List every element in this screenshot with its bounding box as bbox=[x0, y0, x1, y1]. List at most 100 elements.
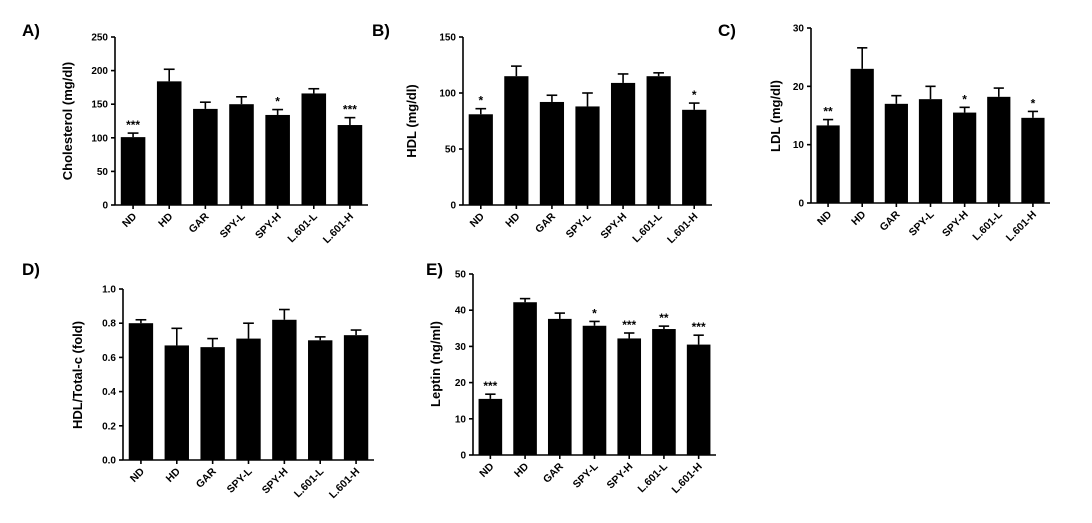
bar-spy-l bbox=[229, 104, 254, 205]
x-category-label: SPY-H bbox=[940, 209, 971, 240]
y-axis-title: HDL (mg/dl) bbox=[404, 84, 419, 157]
x-category-label: L.601-H bbox=[321, 211, 356, 246]
x-category-label: HD bbox=[503, 210, 523, 230]
x-category-label: ND bbox=[128, 465, 148, 485]
bar-hd bbox=[164, 345, 189, 460]
y-tick-label: 0 bbox=[460, 451, 466, 462]
significance-label: * bbox=[275, 95, 280, 109]
x-category-label: HD bbox=[512, 460, 532, 480]
significance-label: *** bbox=[126, 118, 140, 132]
significance-label: *** bbox=[343, 103, 357, 117]
bar-gar bbox=[884, 103, 908, 203]
y-tick-label: 0.4 bbox=[102, 387, 116, 398]
chart-panel-3: C) LDL (mg/dl) 0 10 20 30 ** ND HD GAR SPY-L * SPY-H… bbox=[718, 21, 1050, 244]
y-tick-label: 20 bbox=[455, 378, 467, 389]
bar-l-601-l bbox=[301, 93, 327, 205]
bar-nd bbox=[816, 125, 840, 203]
y-tick-label: 50 bbox=[455, 270, 467, 281]
y-tick-label: 150 bbox=[439, 33, 456, 44]
panel-label: D) bbox=[22, 260, 40, 279]
y-tick-label: 100 bbox=[439, 89, 456, 100]
y-tick-label: 10 bbox=[455, 414, 467, 425]
y-tick-label: 200 bbox=[91, 66, 108, 77]
bar-l-601-h bbox=[686, 344, 711, 455]
x-category-label: HD bbox=[156, 210, 176, 230]
y-tick-label: 0.6 bbox=[102, 353, 116, 364]
bar-nd bbox=[468, 114, 493, 205]
x-category-label: SPY-H bbox=[253, 211, 284, 242]
y-axis-title: HDL/Total-c (fold) bbox=[70, 321, 85, 429]
bar-hd bbox=[513, 302, 537, 455]
x-category-label: SPY-H bbox=[260, 466, 291, 497]
chart-panel-4: D) HDL/Total-c (fold) 0.0 0.2 0.4 0.6 0.8 1.0 ND… bbox=[22, 260, 374, 501]
x-category-label: SPY-L bbox=[571, 460, 601, 490]
x-category-label: L.601-L bbox=[630, 210, 665, 245]
panel-label: B) bbox=[372, 21, 390, 40]
significance-label: *** bbox=[483, 379, 497, 393]
x-category-label: SPY-L bbox=[225, 465, 255, 495]
x-category-label: L.601-H bbox=[669, 461, 704, 496]
y-tick-label: 100 bbox=[91, 133, 108, 144]
x-category-label: GAR bbox=[541, 460, 566, 485]
bar-hd bbox=[850, 68, 874, 203]
bar-hd bbox=[156, 81, 182, 205]
x-category-label: GAR bbox=[533, 210, 558, 235]
bar-spy-l bbox=[575, 106, 600, 205]
significance-label: *** bbox=[622, 318, 636, 332]
bar-spy-l bbox=[582, 325, 607, 455]
panel-label: E) bbox=[426, 260, 443, 279]
significance-label: * bbox=[478, 94, 483, 108]
x-category-label: SPY-L bbox=[218, 210, 248, 240]
x-category-label: ND bbox=[120, 210, 140, 230]
x-category-label: L.601-L bbox=[285, 210, 320, 245]
x-category-label: L.601-H bbox=[327, 466, 362, 501]
bar-l-601-l bbox=[308, 340, 333, 460]
bar-nd bbox=[478, 398, 503, 455]
y-tick-label: 1.0 bbox=[102, 285, 116, 296]
y-axis-title: Cholesterol (mg/dl) bbox=[60, 62, 75, 180]
significance-label: ** bbox=[823, 105, 833, 119]
y-tick-label: 20 bbox=[793, 82, 805, 93]
x-category-label: SPY-H bbox=[598, 211, 629, 242]
y-tick-label: 150 bbox=[91, 100, 108, 111]
y-tick-label: 0.2 bbox=[102, 421, 116, 432]
bar-l-601-l bbox=[646, 76, 671, 205]
bar-spy-l bbox=[918, 99, 943, 203]
x-category-label: GAR bbox=[194, 465, 219, 490]
x-category-label: GAR bbox=[186, 210, 211, 235]
bar-spy-h bbox=[953, 112, 977, 203]
x-category-label: ND bbox=[468, 210, 488, 230]
y-tick-label: 40 bbox=[455, 306, 467, 317]
y-tick-label: 250 bbox=[91, 33, 108, 44]
y-tick-label: 30 bbox=[793, 24, 805, 35]
bar-l-601-h bbox=[1021, 117, 1045, 203]
y-tick-label: 10 bbox=[793, 140, 805, 151]
x-category-label: SPY-L bbox=[907, 208, 937, 238]
bar-hd bbox=[504, 76, 529, 205]
bar-l-601-h bbox=[682, 109, 707, 205]
x-category-label: L.601-H bbox=[1004, 209, 1039, 244]
x-category-label: HD bbox=[849, 208, 869, 228]
x-category-label: L.601-L bbox=[292, 465, 327, 500]
x-category-label: SPY-H bbox=[605, 461, 636, 492]
bar-l-601-h bbox=[337, 125, 363, 205]
bar-spy-h bbox=[272, 319, 297, 460]
bar-gar bbox=[200, 347, 225, 460]
x-category-label: L.601-L bbox=[970, 208, 1005, 243]
x-category-label: GAR bbox=[877, 208, 902, 233]
y-tick-label: 30 bbox=[455, 342, 467, 353]
panel-label: A) bbox=[22, 21, 40, 40]
y-axis-title: Leptin (ng/ml) bbox=[428, 321, 443, 407]
y-tick-label: 0 bbox=[102, 201, 108, 212]
x-category-label: HD bbox=[164, 465, 184, 485]
panel-label: C) bbox=[718, 21, 736, 40]
y-tick-label: 50 bbox=[445, 145, 457, 156]
bar-spy-h bbox=[265, 114, 290, 205]
y-tick-label: 0 bbox=[450, 201, 456, 212]
x-category-label: L.601-H bbox=[665, 211, 700, 246]
y-axis-title: LDL (mg/dl) bbox=[768, 80, 783, 152]
significance-label: ** bbox=[659, 311, 669, 325]
significance-label: * bbox=[1031, 96, 1036, 110]
significance-label: * bbox=[962, 92, 967, 106]
bar-nd bbox=[120, 137, 146, 205]
